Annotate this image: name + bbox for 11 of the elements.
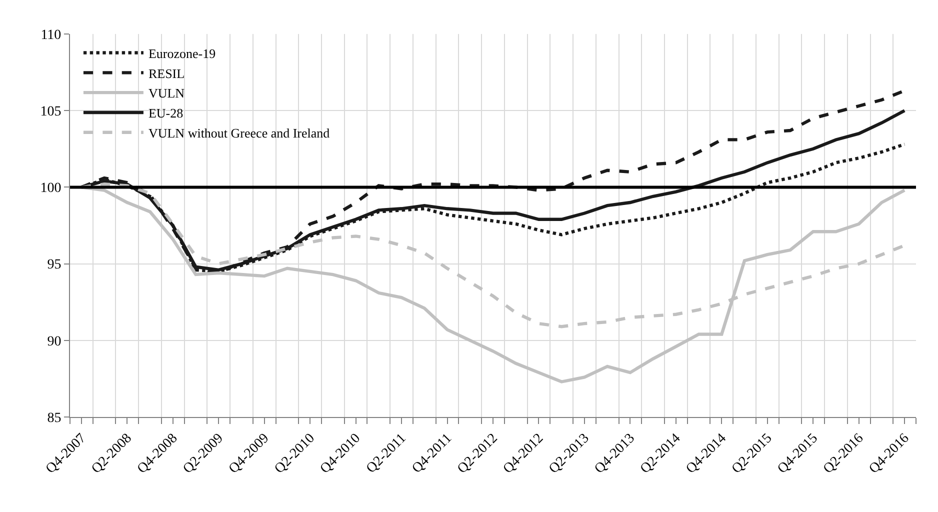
legend-label: RESIL <box>148 66 185 81</box>
y-tick-label: 100 <box>40 181 62 196</box>
legend-label: VULN <box>148 86 186 101</box>
legend-label: EU-28 <box>148 106 184 121</box>
y-tick-label: 95 <box>47 258 62 273</box>
y-tick-label: 105 <box>40 104 62 120</box>
y-tick-label: 85 <box>47 410 62 426</box>
legend-label: VULN without Greece and Ireland <box>148 125 330 140</box>
y-tick-label: 90 <box>47 334 62 350</box>
legend-label: Eurozone-19 <box>148 46 216 61</box>
y-tick-label: 110 <box>40 28 62 43</box>
